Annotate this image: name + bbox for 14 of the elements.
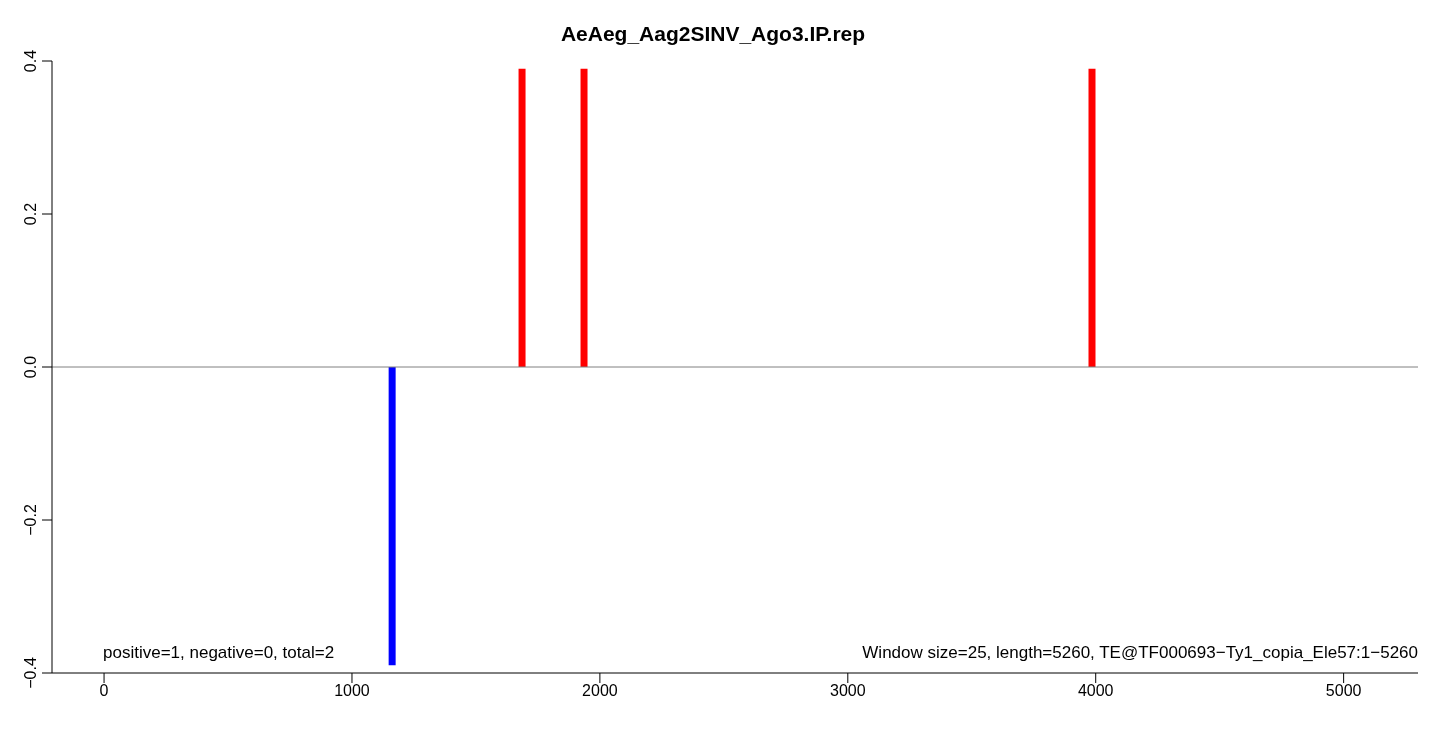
annotation: positive=1, negative=0, total=2 [103, 643, 335, 663]
y-tick-label: 0.4 [22, 49, 39, 73]
x-tick-label: 4000 [1077, 682, 1114, 700]
annotation: Window size=25, length=5260, TE@TF000693−Ty1_copia_Ele57:1−5260 [862, 643, 1418, 663]
x-tick-label: 5000 [1325, 682, 1362, 700]
y-tick-label: −0.2 [22, 504, 39, 536]
y-tick-label: 0.0 [22, 355, 39, 379]
chart-title: AeAeg_Aag2SINV_Ago3.IP.rep [559, 22, 867, 46]
y-tick-label: 0.2 [22, 202, 39, 226]
y-tick-label: −0.4 [22, 657, 39, 689]
x-tick-label: 3000 [830, 682, 866, 700]
x-tick-label: 2000 [582, 682, 618, 700]
x-tick-label: 0 [99, 682, 109, 700]
x-tick-label: 1000 [334, 682, 370, 700]
